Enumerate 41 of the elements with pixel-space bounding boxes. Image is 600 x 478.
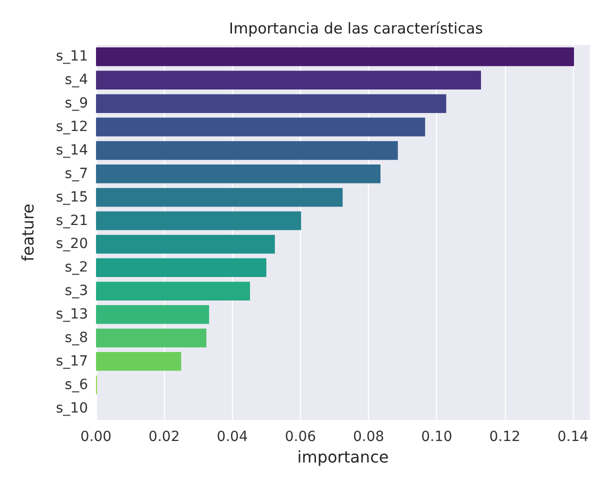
x-tick-label: 0.04	[216, 429, 248, 445]
y-tick-label: s_10	[56, 400, 88, 416]
x-tick-label: 0.10	[421, 429, 452, 445]
y-tick-label: s_3	[64, 283, 88, 300]
bar	[96, 70, 481, 90]
x-tick-label: 0.02	[148, 429, 180, 445]
bar	[96, 305, 210, 324]
bar	[96, 94, 446, 113]
bar	[96, 258, 266, 278]
y-tick-label: s_7	[64, 166, 88, 182]
y-tick-label: s_13	[56, 306, 88, 323]
y-axis-title: feature	[18, 204, 38, 262]
y-tick-label: s_14	[56, 142, 88, 158]
bar	[96, 118, 426, 136]
x-tick-label: 0.08	[352, 429, 384, 445]
x-axis-title: importance	[297, 447, 389, 466]
x-tick-label: 0.12	[489, 429, 520, 445]
chart-title: Importancia de las características	[229, 20, 484, 38]
x-tick-label: 0.06	[284, 429, 316, 445]
y-tick-label: s_8	[64, 330, 88, 346]
x-tick-label: 0.00	[80, 429, 112, 445]
y-tick-label: s_17	[56, 353, 88, 370]
y-tick-label: s_11	[56, 48, 88, 65]
y-tick-label: s_9	[64, 96, 88, 112]
y-tick-label: s_2	[64, 260, 88, 276]
bar	[96, 164, 380, 184]
bar	[96, 211, 302, 230]
y-tick-label: s_20	[56, 236, 88, 252]
bar	[96, 188, 343, 207]
y-tick-label: s_12	[56, 119, 88, 136]
x-tick-label: 0.14	[557, 429, 589, 445]
y-tick-label: s_6	[64, 376, 88, 393]
y-tick-label: s_21	[56, 212, 88, 229]
bar	[96, 234, 275, 254]
y-tick-label: s_4	[64, 72, 88, 88]
bar	[96, 141, 398, 160]
y-tick-label: s_15	[56, 189, 88, 206]
bar	[96, 47, 574, 66]
bar	[96, 328, 206, 348]
bar	[96, 282, 250, 300]
bar	[96, 352, 182, 371]
